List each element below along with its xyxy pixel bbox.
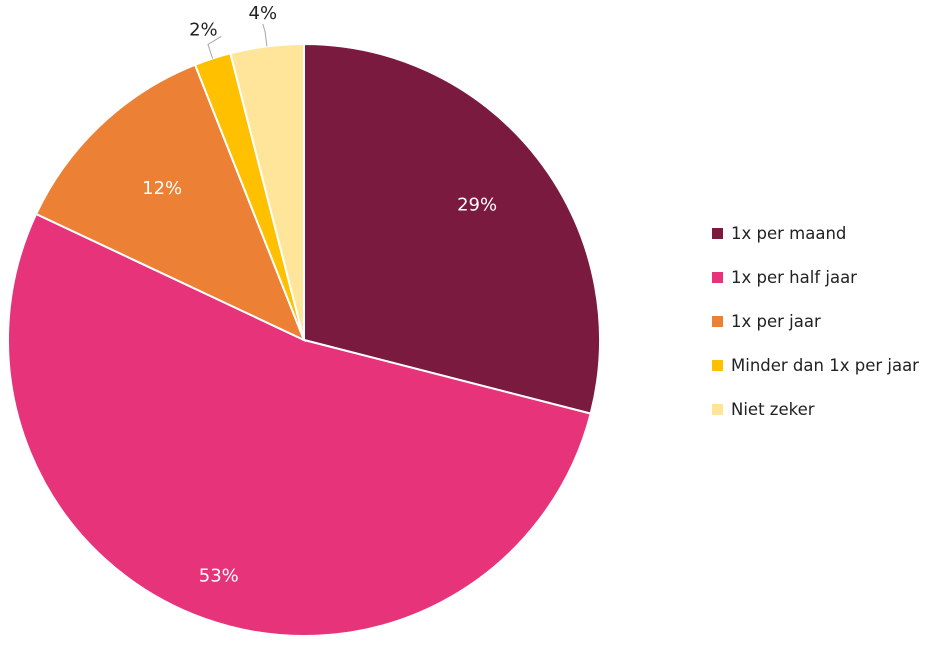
legend-swatch xyxy=(712,359,723,371)
legend-swatch xyxy=(712,403,723,415)
legend: 1x per maand 1x per half jaar 1x per jaa… xyxy=(712,222,919,442)
legend-item-1x-per-maand: 1x per maand xyxy=(712,222,919,244)
slice-1x-per-jaar xyxy=(34,63,306,342)
slice-1x-per-maand xyxy=(303,42,601,415)
legend-label: 1x per maand xyxy=(731,223,847,243)
slice-label-1x-per-half-jaar: 53% xyxy=(199,566,239,587)
slice-label-1x-per-jaar: 12% xyxy=(142,178,182,199)
legend-item-minder-dan-1x-per-jaar: Minder dan 1x per jaar xyxy=(712,354,919,376)
slice-niet-zeker xyxy=(229,42,305,341)
slice-labels: 29% 53% 12% 2% 4% xyxy=(142,3,497,587)
legend-swatch xyxy=(712,227,723,239)
pie-slices xyxy=(7,42,601,637)
legend-item-1x-per-half-jaar: 1x per half jaar xyxy=(712,266,919,288)
slice-1x-per-half-jaar xyxy=(7,212,592,637)
legend-label: Niet zeker xyxy=(731,399,815,419)
leader-line-minder-dan-1x-per-jaar xyxy=(207,35,222,59)
legend-item-niet-zeker: Niet zeker xyxy=(712,398,919,420)
slice-label-1x-per-maand: 29% xyxy=(457,195,497,216)
slice-label-niet-zeker: 4% xyxy=(249,3,278,24)
legend-swatch xyxy=(712,271,723,283)
legend-label: 1x per jaar xyxy=(731,311,821,331)
legend-label: Minder dan 1x per jaar xyxy=(731,355,919,375)
legend-swatch xyxy=(712,315,723,327)
leader-lines xyxy=(207,23,268,59)
legend-label: 1x per half jaar xyxy=(731,267,857,287)
legend-item-1x-per-jaar: 1x per jaar xyxy=(712,310,919,332)
slice-label-minder-dan-1x-per-jaar: 2% xyxy=(189,19,218,40)
leader-line-niet-zeker xyxy=(262,23,268,47)
